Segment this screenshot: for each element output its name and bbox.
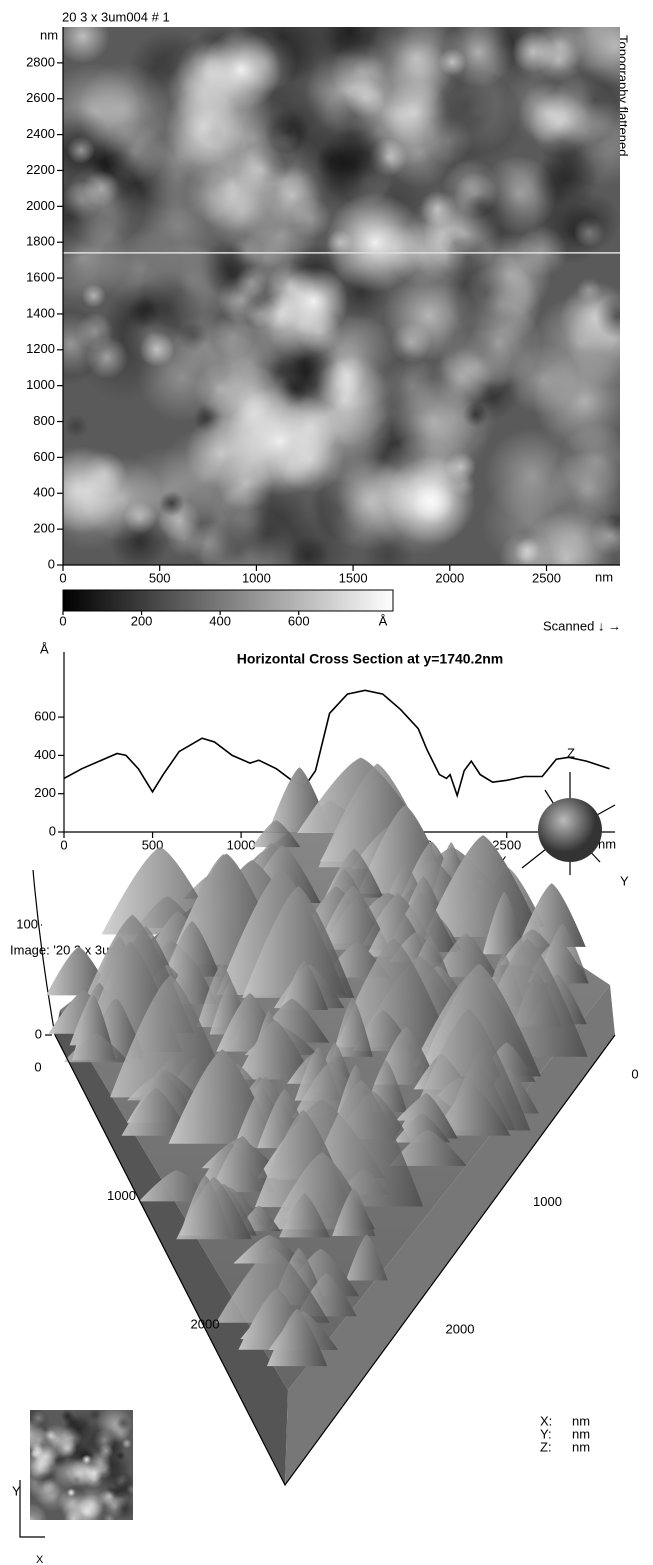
grain	[31, 1474, 61, 1504]
y-tick-label: 800	[33, 413, 55, 428]
grain	[531, 161, 574, 204]
bright-grain	[225, 386, 335, 496]
grain	[139, 332, 174, 367]
x-tick-label: 2000	[191, 1316, 220, 1331]
y-tick-label: 600	[34, 709, 56, 724]
y-unit: nm	[40, 27, 58, 42]
y-tick-label: 1600	[26, 270, 55, 285]
colorbar-tick-label: 200	[131, 613, 153, 628]
grain	[114, 1499, 135, 1520]
grain	[31, 1446, 44, 1459]
x-tick-label: 1000	[227, 837, 256, 852]
grain	[138, 248, 223, 333]
y-tick-label: 1000	[533, 1194, 562, 1209]
grain	[532, 295, 630, 393]
scan-note: Scanned ↓ →	[543, 618, 621, 633]
grain	[64, 414, 88, 438]
y-tick-label: 400	[34, 747, 56, 762]
grain	[576, 277, 602, 303]
colorbar-tick-label: 0	[59, 613, 66, 628]
x-tick-label: 0	[60, 837, 67, 852]
grain	[166, 519, 204, 557]
grain	[17, 1398, 45, 1426]
grain	[590, 516, 629, 555]
y-tick-label: 1000	[26, 377, 55, 392]
colorbar-tick-label: 600	[288, 613, 310, 628]
grain	[366, 8, 466, 108]
grain	[116, 1416, 130, 1430]
x-tick-label: 2500	[532, 570, 561, 585]
y-tick-label: 2200	[26, 162, 55, 177]
y-tick-label: 1800	[26, 234, 55, 249]
bright-grain	[82, 1455, 92, 1465]
topography-image	[26, 0, 653, 606]
y-tick-label: 200	[34, 785, 56, 800]
x-tick-label: 0	[59, 570, 66, 585]
orientation-label: Y	[620, 873, 629, 888]
y-tick-label: 400	[33, 485, 55, 500]
y-tick-label: 1200	[26, 341, 55, 356]
colorbar-unit: Å	[379, 613, 388, 628]
grain	[236, 266, 268, 298]
grain	[432, 347, 492, 407]
z-tick-label: 100	[16, 916, 38, 931]
colorbar-tick-label: 400	[209, 613, 231, 628]
grain	[44, 447, 132, 535]
grain	[384, 357, 440, 413]
x-tick-label: 1000	[107, 1188, 136, 1203]
grain	[130, 109, 228, 207]
y-tick-label: 2000	[26, 198, 55, 213]
x-tick-label: 500	[149, 570, 171, 585]
grain	[436, 160, 535, 259]
x-tick-label: 0	[34, 1059, 41, 1074]
bright-grain	[386, 455, 476, 545]
colorbar	[63, 590, 393, 611]
y-tick-label: 2400	[26, 126, 55, 141]
grain	[104, 1513, 116, 1525]
x-unit: nm	[595, 569, 613, 584]
y-tick-label: 200	[33, 521, 55, 536]
bright-grain	[279, 266, 349, 336]
grain	[385, 117, 455, 187]
grain	[514, 538, 540, 564]
globe	[538, 798, 602, 862]
y-tick-label: 600	[33, 449, 55, 464]
x-tick-label: 1000	[242, 570, 271, 585]
y-tick-label: 2000	[446, 1321, 475, 1336]
grain	[561, 192, 620, 251]
grain	[83, 170, 119, 206]
image-title: 20 3 x 3um004 # 1	[62, 9, 170, 24]
cross-section-title: Horizontal Cross Section at y=1740.2nm	[237, 651, 503, 667]
bright-grain	[201, 30, 281, 110]
x-tick-label: 1500	[339, 570, 368, 585]
bright-grain	[67, 1488, 75, 1496]
y-tick-label: 2800	[26, 54, 55, 69]
y-tick-label: 0	[48, 556, 55, 571]
grain	[512, 31, 554, 73]
y-tick-label: 0	[49, 823, 56, 838]
y-tick-label: 0	[631, 1066, 638, 1081]
unit-axis: Z:	[540, 1439, 552, 1454]
x-tick-label: 2000	[435, 570, 464, 585]
y-tick-label: 2600	[26, 90, 55, 105]
grain	[49, 106, 110, 167]
grain	[484, 428, 578, 522]
unit-value: nm	[572, 1439, 590, 1454]
y-unit: Å	[40, 641, 49, 656]
z-tick-label: 0	[35, 1026, 42, 1041]
grain	[86, 336, 129, 379]
y-tick-label: 1400	[26, 305, 55, 320]
thumb-label: X	[36, 1554, 44, 1565]
bright-grain	[325, 192, 425, 292]
figure: 20 3 x 3um004 # 1 Topography flattened n…	[0, 0, 653, 1565]
grain	[80, 1505, 92, 1517]
grain	[82, 284, 106, 308]
grain	[445, 252, 527, 334]
topography-image	[13, 1398, 137, 1535]
